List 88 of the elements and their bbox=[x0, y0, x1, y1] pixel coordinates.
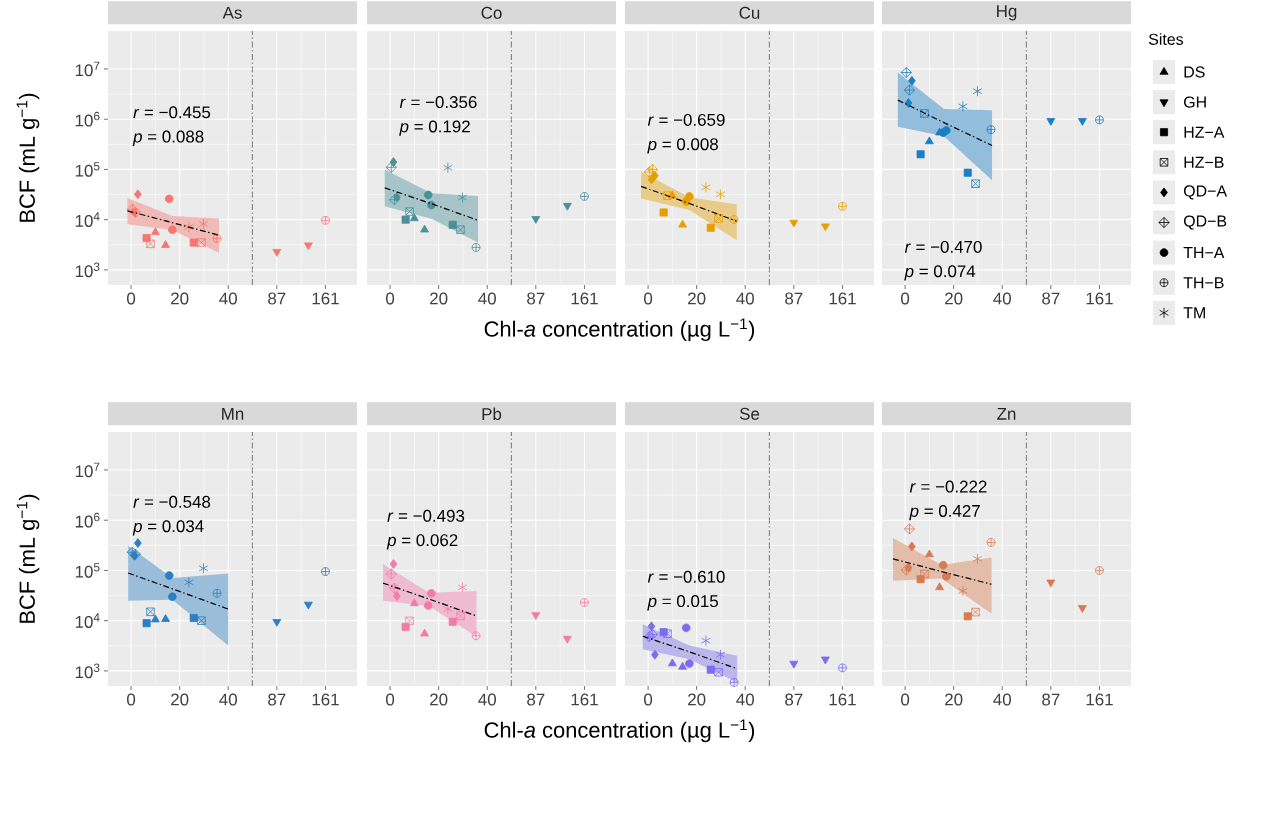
x-tick-label: 161 bbox=[829, 693, 856, 706]
x-tick-label: 0 bbox=[386, 693, 395, 706]
y-tick-label: 10$^{5}$ bbox=[75, 162, 100, 177]
text: QD−B bbox=[1183, 215, 1227, 230]
x-tick-label: 40 bbox=[993, 693, 1011, 706]
chart-title: Hg bbox=[997, 5, 1017, 21]
x-tick-label: 87 bbox=[527, 693, 545, 706]
x-tick-label: 40 bbox=[736, 693, 754, 706]
x-tick-label: 40 bbox=[219, 292, 237, 305]
y-axis-title: BCF (mL g$^{−1}$) bbox=[16, 93, 40, 222]
x-tick-label: 87 bbox=[268, 693, 286, 706]
y-tick-label: 10$^{5}$ bbox=[75, 563, 100, 578]
text: TH−A bbox=[1183, 247, 1225, 259]
y-tick-label: 10$^{4}$ bbox=[75, 212, 100, 227]
chart-title: Zn bbox=[997, 408, 1016, 420]
annotation: p = 0.008 bbox=[647, 138, 718, 154]
x-tick-label: 87 bbox=[527, 292, 545, 305]
y-tick-label: 10$^{3}$ bbox=[75, 663, 100, 679]
x-tick-label: 0 bbox=[901, 292, 910, 305]
x-tick-label: 20 bbox=[171, 292, 189, 305]
x-tick-label: 20 bbox=[171, 693, 189, 706]
y-tick-label: 10$^{3}$ bbox=[75, 262, 100, 278]
annotation: r = −0.493 bbox=[387, 509, 465, 522]
x-tick-label: 161 bbox=[571, 292, 598, 305]
chart-title: Se bbox=[739, 407, 760, 420]
x-tick-label: 161 bbox=[829, 292, 856, 305]
annotation: r = −0.470 bbox=[904, 240, 982, 253]
text: HZ−A bbox=[1184, 126, 1225, 138]
annotation: p = 0.074 bbox=[904, 265, 976, 281]
x-tick-label: 40 bbox=[478, 693, 496, 706]
text: TM bbox=[1183, 307, 1205, 319]
x-tick-label: 161 bbox=[312, 693, 339, 706]
chart-title: Co bbox=[481, 6, 502, 19]
y-tick-label: 10$^{7}$ bbox=[75, 462, 100, 478]
text: QD−A bbox=[1183, 185, 1228, 200]
y-tick-label: 10$^{7}$ bbox=[75, 61, 100, 77]
x-tick-label: 161 bbox=[1086, 292, 1113, 305]
x-tick-label: 161 bbox=[571, 693, 598, 706]
text: TH−B bbox=[1183, 277, 1224, 289]
annotation: r = −0.610 bbox=[647, 570, 725, 583]
chart-title: Mn bbox=[222, 408, 244, 420]
x-tick-label: 20 bbox=[430, 292, 448, 305]
x-tick-label: 87 bbox=[785, 693, 803, 706]
x-tick-label: 0 bbox=[644, 693, 653, 706]
x-tick-label: 87 bbox=[1042, 292, 1060, 305]
annotation: p = 0.015 bbox=[647, 595, 718, 611]
x-tick-label: 40 bbox=[993, 292, 1011, 305]
text: DS bbox=[1184, 66, 1205, 78]
chart-title: Cu bbox=[739, 6, 760, 19]
annotation: r = −0.548 bbox=[133, 495, 211, 508]
x-tick-label: 0 bbox=[901, 693, 910, 706]
y-axis-title: BCF (mL g$^{−1}$) bbox=[16, 494, 40, 623]
chart-title: Pb bbox=[482, 407, 502, 421]
annotation: r = −0.455 bbox=[133, 106, 211, 119]
x-tick-label: 0 bbox=[127, 693, 136, 706]
text: GH bbox=[1184, 96, 1206, 108]
text: Sites bbox=[1148, 33, 1184, 45]
x-tick-label: 87 bbox=[785, 292, 803, 305]
x-tick-label: 40 bbox=[478, 292, 496, 305]
x-tick-label: 20 bbox=[688, 693, 706, 706]
x-tick-label: 0 bbox=[386, 292, 395, 305]
y-tick-label: 10$^{6}$ bbox=[75, 512, 100, 528]
x-tick-label: 0 bbox=[127, 292, 136, 305]
x-tick-label: 161 bbox=[312, 292, 339, 305]
y-tick-label: 10$^{6}$ bbox=[75, 111, 100, 127]
annotation: p = 0.427 bbox=[909, 504, 980, 521]
annotation: r = −0.222 bbox=[909, 480, 987, 493]
x-tick-label: 20 bbox=[945, 292, 963, 305]
chart-title: As bbox=[222, 6, 242, 19]
annotation: p = 0.088 bbox=[132, 130, 204, 146]
y-tick-label: 10$^{4}$ bbox=[75, 613, 100, 628]
x-tick-label: 20 bbox=[430, 693, 448, 706]
annotation: r = −0.659 bbox=[647, 113, 725, 126]
x-axis-title: Chl-a concentration (µg L$^{−1}$) bbox=[484, 318, 755, 342]
annotation: p = 0.062 bbox=[386, 534, 458, 550]
x-tick-label: 87 bbox=[268, 292, 286, 305]
x-tick-label: 87 bbox=[1042, 693, 1060, 706]
x-tick-label: 161 bbox=[1086, 693, 1113, 706]
x-axis-title: Chl-a concentration (µg L$^{−1}$) bbox=[484, 719, 755, 743]
x-tick-label: 20 bbox=[688, 292, 706, 305]
x-tick-label: 40 bbox=[219, 693, 237, 706]
annotation: p = 0.034 bbox=[132, 520, 204, 536]
annotation: p = 0.192 bbox=[399, 120, 470, 136]
x-tick-label: 20 bbox=[945, 693, 963, 706]
annotation: r = −0.356 bbox=[399, 96, 477, 109]
x-tick-label: 40 bbox=[736, 292, 754, 305]
text: HZ−B bbox=[1184, 156, 1224, 168]
x-tick-label: 0 bbox=[644, 292, 653, 305]
